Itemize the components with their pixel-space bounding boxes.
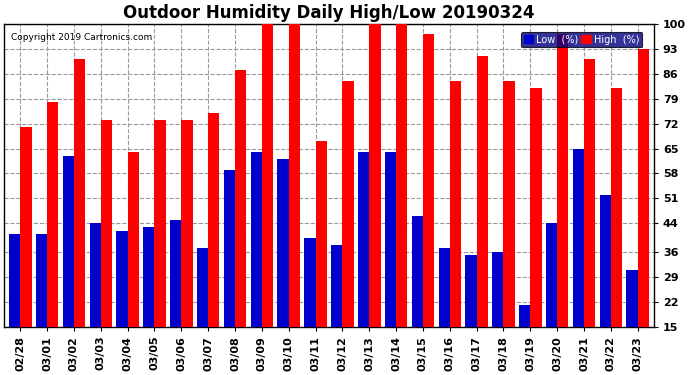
Bar [573,148,584,375]
Bar [155,120,166,375]
Bar [584,59,595,375]
Bar [9,234,20,375]
Bar [36,234,47,375]
Bar [181,120,193,375]
Bar [369,24,380,375]
Bar [288,24,300,375]
Bar [208,113,219,375]
Bar [250,152,262,375]
Bar [47,102,59,375]
Bar [611,88,622,375]
Bar [627,270,638,375]
Bar [396,24,407,375]
Title: Outdoor Humidity Daily High/Low 20190324: Outdoor Humidity Daily High/Low 20190324 [124,4,535,22]
Bar [412,216,423,375]
Bar [315,141,327,375]
Bar [492,252,504,375]
Bar [197,248,208,375]
Bar [450,81,461,375]
Bar [385,152,396,375]
Bar [20,127,32,375]
Bar [331,245,342,375]
Bar [101,120,112,375]
Bar [170,220,181,375]
Bar [224,170,235,375]
Bar [358,152,369,375]
Bar [465,255,477,375]
Bar [342,81,354,375]
Bar [423,34,434,375]
Bar [235,70,246,375]
Text: Copyright 2019 Cartronics.com: Copyright 2019 Cartronics.com [10,33,152,42]
Bar [304,238,315,375]
Bar [519,305,531,375]
Bar [90,224,101,375]
Bar [504,81,515,375]
Bar [531,88,542,375]
Bar [63,156,74,375]
Bar [277,159,288,375]
Bar [117,231,128,375]
Bar [262,24,273,375]
Bar [557,34,569,375]
Legend: Low  (%), High  (%): Low (%), High (%) [521,32,642,48]
Bar [638,49,649,375]
Bar [74,59,86,375]
Bar [144,227,155,375]
Bar [128,152,139,375]
Bar [546,224,557,375]
Bar [600,195,611,375]
Bar [439,248,450,375]
Bar [477,56,488,375]
